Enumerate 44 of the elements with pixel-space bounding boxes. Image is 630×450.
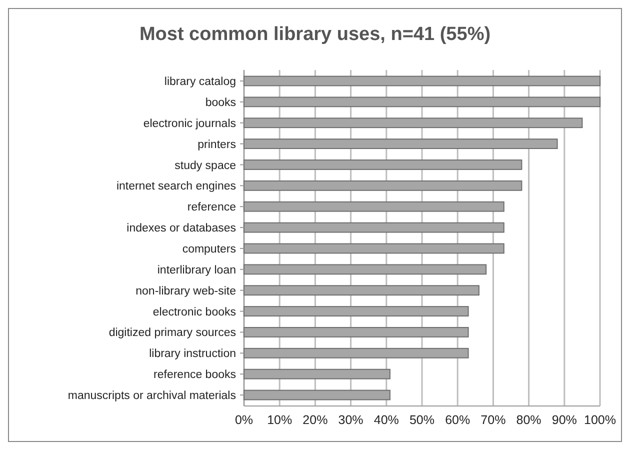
x-tick-label: 60% (445, 413, 470, 427)
x-tick-label: 40% (374, 413, 399, 427)
x-tick-label: 70% (480, 413, 506, 427)
bar (244, 138, 558, 150)
y-tick-label: books (205, 96, 236, 109)
y-tick-label: computers (182, 243, 236, 256)
bar (244, 222, 504, 233)
bar (244, 243, 504, 254)
x-tick-label: 80% (516, 413, 542, 427)
bar (244, 368, 390, 380)
bar (244, 306, 469, 316)
bar (244, 348, 469, 358)
bar (244, 326, 469, 338)
bar (244, 118, 583, 128)
bar (244, 264, 487, 275)
x-tick-label: 100% (584, 413, 616, 427)
x-tick-label: 20% (302, 413, 328, 427)
y-tick-label: reference books (154, 369, 236, 382)
x-tick-label: 0% (234, 413, 254, 427)
bar (244, 201, 504, 212)
y-tick-label: indexes or databases (126, 222, 236, 235)
y-tick-label: digitized primary sources (108, 327, 236, 340)
y-tick-label: manuscripts or archival materials (68, 390, 236, 402)
y-tick-label: electronic books (152, 306, 236, 318)
y-tick-label: non-library web-site (136, 285, 236, 298)
bar (244, 180, 522, 191)
bar (244, 76, 600, 86)
y-tick-label: internet search engines (116, 180, 236, 193)
bar (244, 390, 390, 400)
x-tick-label: 30% (338, 413, 364, 427)
bar (244, 160, 522, 170)
y-tick-label: interlibrary loan (157, 264, 236, 276)
bar (244, 285, 480, 296)
x-tick-label: 50% (409, 413, 435, 427)
chart-title: Most common library uses, n=41 (55%) (139, 24, 491, 45)
y-tick-label: library instruction (149, 348, 236, 360)
x-tick-label: 10% (267, 413, 292, 427)
bar (244, 96, 600, 108)
y-tick-label: electronic journals (143, 118, 236, 130)
y-tick-label: reference (187, 202, 236, 214)
y-tick-label: library catalog (164, 76, 236, 88)
y-tick-label: printers (198, 138, 236, 151)
y-tick-label: study space (174, 160, 236, 172)
x-tick-label: 90% (552, 413, 577, 427)
